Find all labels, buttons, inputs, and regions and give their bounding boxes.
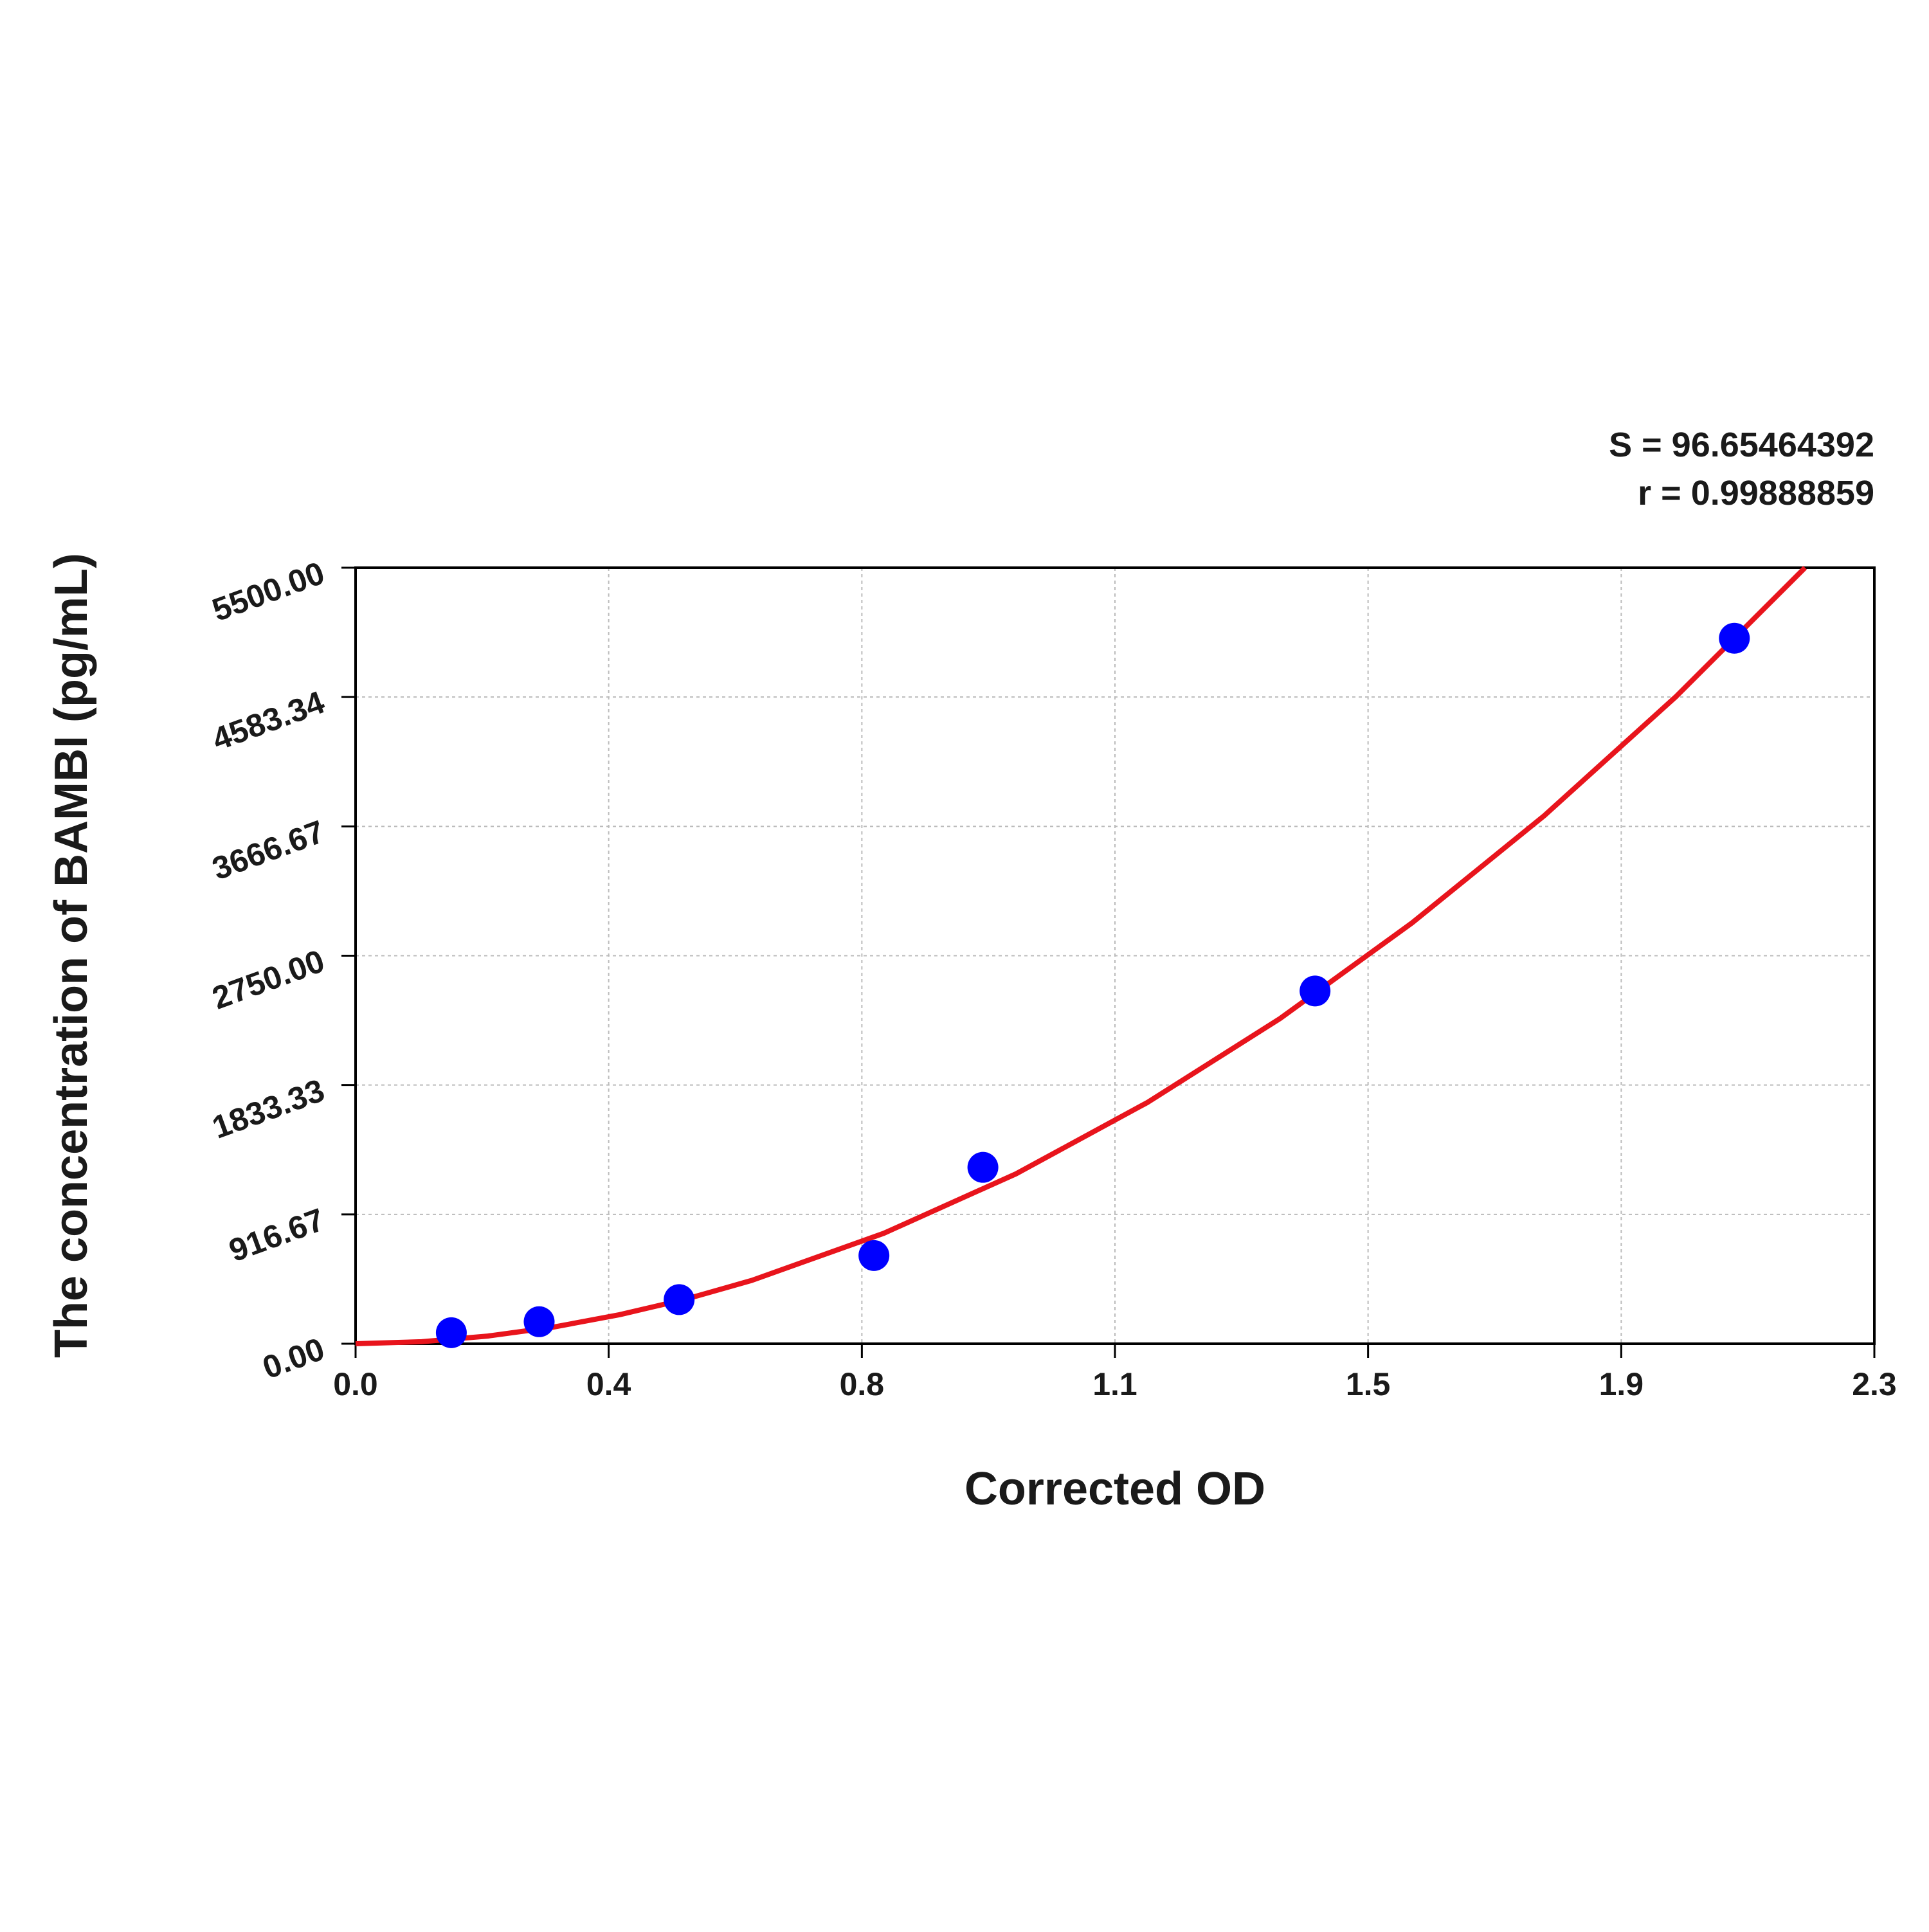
fit-curve	[355, 566, 1807, 1346]
x-tick-label: 0.8	[840, 1366, 885, 1402]
annotation: S = 96.65464392	[1609, 426, 1874, 464]
x-tick-label: 2.3	[1852, 1366, 1897, 1402]
x-tick-label: 1.9	[1599, 1366, 1644, 1402]
data-point	[523, 1306, 555, 1337]
data-point	[664, 1284, 695, 1315]
data-point	[967, 1151, 999, 1183]
x-tick-label: 1.5	[1346, 1366, 1391, 1402]
y-tick-label: 2750.00	[208, 943, 329, 1016]
y-axis-label: The concentration of BAMBI (pg/mL)	[46, 553, 97, 1358]
y-tick-label: 0.00	[258, 1331, 329, 1386]
x-tick-label: 1.1	[1092, 1366, 1137, 1402]
x-axis-label: Corrected OD	[964, 1463, 1265, 1515]
data-point	[1300, 975, 1331, 1007]
data-point	[858, 1240, 890, 1271]
plot-frame	[354, 566, 1876, 1345]
data-point	[435, 1317, 467, 1348]
data-point	[1719, 622, 1750, 654]
y-tick-label: 916.67	[224, 1202, 329, 1269]
y-tick-label: 1833.33	[208, 1072, 329, 1145]
annotation: r = 0.99888859	[1638, 474, 1874, 512]
y-tick-label: 5500.00	[208, 555, 329, 628]
y-tick-label: 3666.67	[208, 813, 329, 887]
x-tick-label: 0.0	[333, 1366, 378, 1402]
x-tick-label: 0.4	[586, 1366, 631, 1402]
y-tick-label: 4583.34	[208, 684, 329, 758]
